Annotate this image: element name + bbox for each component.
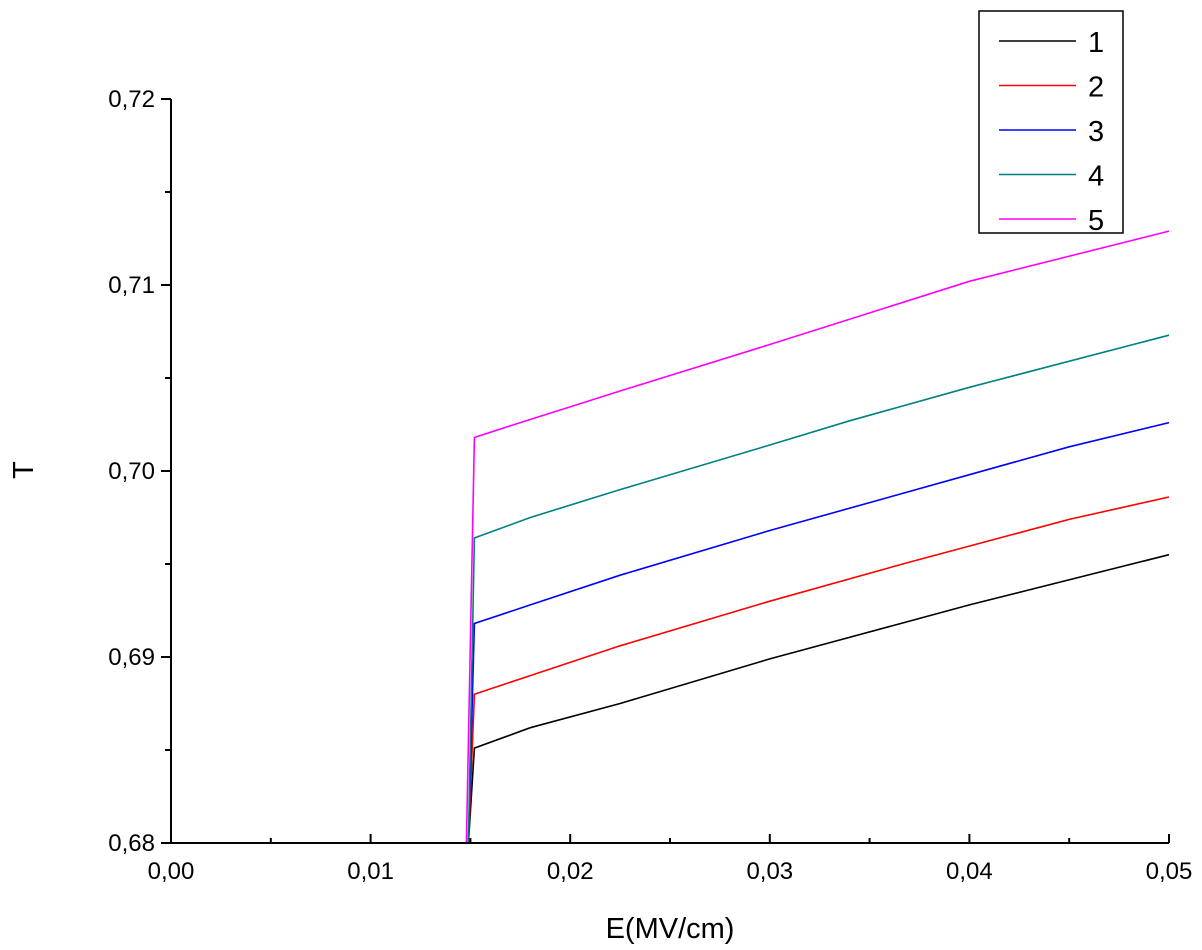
legend-label-2: 2 — [1088, 72, 1104, 104]
y-tick-label: 0,70 — [108, 458, 155, 485]
y-tick-label: 0,68 — [108, 830, 155, 857]
series-4-line — [467, 334, 1170, 844]
legend-box — [978, 10, 1124, 234]
series-1-line — [467, 553, 1170, 844]
x-tick-label: 0,03 — [746, 858, 793, 885]
series-layer — [465, 230, 1170, 844]
y-tick-label: 0,71 — [108, 272, 155, 299]
x-tick-label: 0,02 — [547, 858, 594, 885]
series-5-line — [465, 230, 1170, 844]
y-tick-label: 0,72 — [108, 86, 155, 113]
series-2-line — [467, 496, 1170, 844]
legend-label-3: 3 — [1088, 116, 1104, 148]
x-tick-label: 0,05 — [1146, 858, 1193, 885]
y-axis-title: T — [8, 461, 40, 479]
ticks: 0,00 0,01 0,02 0,03 0,04 0,05 0,68 0,69 0,70 0,71… — [108, 86, 1192, 885]
legend-label-1: 1 — [1088, 27, 1104, 59]
y-tick-label: 0,69 — [108, 644, 155, 671]
legend-label-4: 4 — [1088, 161, 1104, 193]
x-tick-label: 0,01 — [347, 858, 394, 885]
legend-label-5: 5 — [1088, 205, 1104, 237]
x-tick-label: 0,00 — [148, 858, 195, 885]
legend: 1 2 3 4 5 — [978, 10, 1124, 237]
series-3-line — [467, 421, 1170, 844]
x-axis-title: E(MV/cm) — [606, 913, 735, 945]
x-tick-label: 0,04 — [946, 858, 993, 885]
